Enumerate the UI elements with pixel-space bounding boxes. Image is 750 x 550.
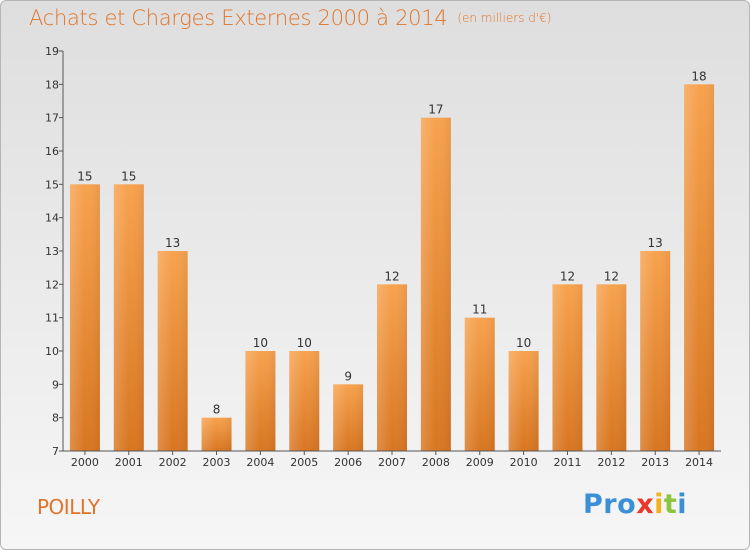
bar-value-label: 15	[77, 169, 92, 183]
bar-2004: 10	[245, 336, 276, 451]
bar-value-label: 12	[560, 269, 575, 283]
bar-2010: 10	[508, 336, 539, 451]
bar-shine	[464, 317, 495, 451]
bar-2009: 11	[464, 303, 495, 451]
bar-2006: 9	[333, 369, 364, 451]
axes-group: 2000 2001 2002 2003 2004 2005 2006 2007 2008 2009…	[45, 45, 721, 469]
y-tick-label: 10	[45, 345, 59, 358]
bar-shine	[113, 184, 144, 452]
proxiti-logo: Proxiti	[583, 489, 687, 520]
y-tick-label: 9	[52, 378, 59, 391]
bar-2008: 17	[420, 103, 451, 452]
bar-shine	[377, 284, 407, 451]
bar-2003: 8	[201, 403, 232, 451]
y-tick-label: 12	[45, 278, 59, 291]
x-tick-label: 2007	[378, 456, 406, 469]
x-tick-label: 2003	[203, 456, 231, 469]
bar-shine	[640, 251, 671, 451]
bar-2011: 12	[552, 269, 583, 451]
x-tick-label: 2009	[466, 456, 494, 469]
bar-2014: 18	[684, 69, 715, 451]
bar-shine	[69, 184, 100, 452]
x-tick-label: 2013	[641, 456, 669, 469]
x-tick-label: 2002	[159, 456, 187, 469]
bar-value-label: 9	[344, 369, 352, 383]
bar-value-label: 15	[121, 169, 136, 183]
bar-shine	[245, 351, 276, 451]
bar-value-label: 13	[165, 236, 180, 250]
bar-shine	[201, 417, 232, 451]
bar-2001: 15	[113, 169, 144, 452]
y-tick-label: 16	[45, 145, 59, 158]
y-tick-label: 8	[52, 412, 59, 425]
bar-2000: 15	[69, 169, 100, 452]
logo-letter: o	[617, 489, 637, 520]
bar-shine	[684, 84, 715, 451]
bar-value-label: 10	[516, 336, 531, 350]
x-tick-label: 2000	[71, 456, 99, 469]
bar-value-label: 10	[253, 336, 268, 350]
y-tick-label: 19	[45, 45, 59, 58]
bar-shine	[596, 284, 627, 451]
bar-2002: 13	[157, 236, 188, 451]
bar-2007: 12	[377, 269, 407, 451]
bar-value-label: 13	[648, 236, 663, 250]
logo-letter: i	[677, 489, 688, 520]
logo-letter: r	[603, 489, 618, 520]
bar-shine	[552, 284, 583, 451]
x-tick-label: 2001	[115, 456, 143, 469]
x-tick-label: 2012	[597, 456, 625, 469]
y-tick-label: 15	[45, 178, 59, 191]
bar-shine	[333, 384, 364, 451]
bar-value-label: 18	[691, 69, 706, 83]
y-tick-label: 14	[45, 212, 59, 225]
bar-2005: 10	[289, 336, 320, 451]
chart-title: Achats et Charges Externes 2000 à 2014 (e…	[29, 6, 551, 30]
x-tick-label: 2004	[246, 456, 274, 469]
y-tick-label: 11	[45, 312, 59, 325]
y-tick-label: 18	[45, 78, 59, 91]
bar-2013: 13	[640, 236, 671, 451]
bar-2012: 12	[596, 269, 627, 451]
city-name: POILLY	[37, 495, 100, 519]
y-tick-label: 17	[45, 112, 59, 125]
bar-shine	[420, 117, 451, 452]
y-tick-label: 7	[52, 445, 59, 458]
bar-value-label: 17	[428, 103, 443, 117]
bar-value-label: 8	[213, 403, 221, 417]
bar-value-label: 10	[297, 336, 312, 350]
chart-title-main: Achats et Charges Externes 2000 à 2014	[29, 6, 448, 30]
logo-letter: x	[636, 489, 655, 520]
bar-value-label: 12	[384, 269, 399, 283]
logo-letter: P	[583, 489, 604, 520]
bar-shine	[289, 351, 320, 451]
y-tick-label: 13	[45, 245, 59, 258]
x-tick-label: 2014	[685, 456, 713, 469]
chart-title-unit: (en milliers d'€)	[457, 11, 552, 25]
x-tick-label: 2010	[510, 456, 538, 469]
bar-value-label: 11	[472, 303, 487, 317]
logo-letter: i	[654, 489, 664, 520]
bars-group: 15 15 13 8 10 10 9 12 17 11 10 12 12 13 18	[69, 69, 715, 452]
x-tick-label: 2006	[334, 456, 362, 469]
x-tick-label: 2011	[553, 456, 581, 469]
logo-letter: t	[663, 489, 678, 520]
bar-value-label: 12	[604, 269, 619, 283]
x-tick-label: 2005	[290, 456, 318, 469]
bar-shine	[508, 351, 539, 451]
x-tick-label: 2008	[422, 456, 450, 469]
bar-shine	[157, 251, 188, 451]
